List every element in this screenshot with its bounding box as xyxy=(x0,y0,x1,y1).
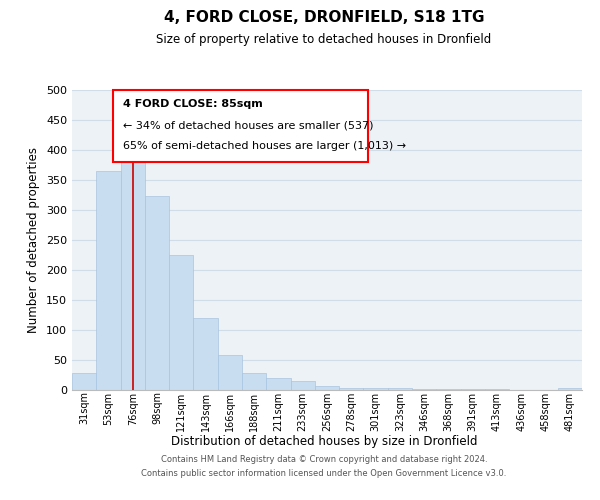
Bar xyxy=(558,388,582,390)
Bar xyxy=(461,389,485,390)
Bar xyxy=(145,196,169,390)
Bar xyxy=(485,389,509,390)
Y-axis label: Number of detached properties: Number of detached properties xyxy=(28,147,40,333)
Bar xyxy=(266,378,290,390)
FancyBboxPatch shape xyxy=(113,90,368,162)
Bar xyxy=(169,255,193,390)
Bar xyxy=(121,160,145,390)
Text: ← 34% of detached houses are smaller (537): ← 34% of detached houses are smaller (53… xyxy=(123,120,373,130)
Bar xyxy=(96,171,121,390)
Text: Contains HM Land Registry data © Crown copyright and database right 2024.
Contai: Contains HM Land Registry data © Crown c… xyxy=(142,456,506,477)
Bar xyxy=(412,389,436,390)
Bar xyxy=(436,389,461,390)
Bar xyxy=(242,373,266,390)
Bar xyxy=(193,318,218,390)
Bar xyxy=(339,388,364,390)
Text: 4, FORD CLOSE, DRONFIELD, S18 1TG: 4, FORD CLOSE, DRONFIELD, S18 1TG xyxy=(164,10,484,25)
Bar xyxy=(290,381,315,390)
Bar xyxy=(364,388,388,390)
Bar xyxy=(72,373,96,390)
Text: Distribution of detached houses by size in Dronfield: Distribution of detached houses by size … xyxy=(171,435,477,448)
Bar xyxy=(388,388,412,390)
Text: Size of property relative to detached houses in Dronfield: Size of property relative to detached ho… xyxy=(157,32,491,46)
Text: 65% of semi-detached houses are larger (1,013) →: 65% of semi-detached houses are larger (… xyxy=(123,141,406,151)
Bar xyxy=(315,386,339,390)
Text: 4 FORD CLOSE: 85sqm: 4 FORD CLOSE: 85sqm xyxy=(123,99,263,109)
Bar xyxy=(218,355,242,390)
